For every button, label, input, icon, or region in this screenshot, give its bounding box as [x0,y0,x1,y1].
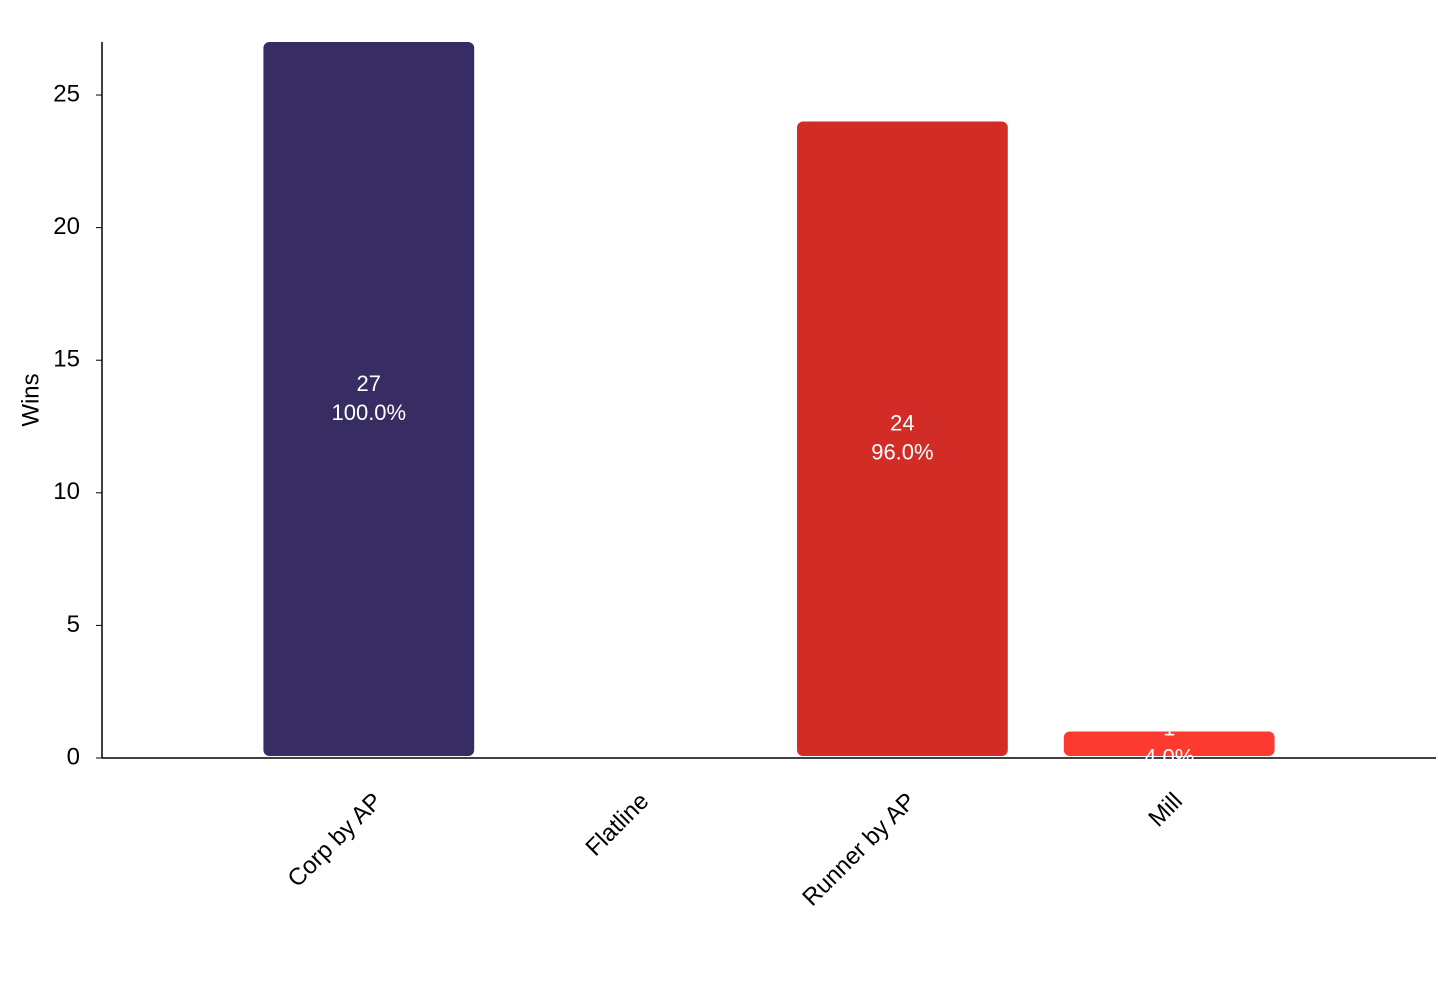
value-label: 27 [357,371,381,396]
x-tick-label: Runner by AP [797,788,921,912]
x-tick-label: Mill [1143,788,1188,833]
y-tick-label: 25 [53,80,80,107]
bar [263,42,475,756]
y-tick-label: 15 [53,346,80,373]
percent-label: 4.0% [1144,745,1194,770]
bar [797,121,1008,757]
percent-label: 100.0% [331,400,406,425]
x-tick-label: Corp by AP [283,788,388,893]
value-label: 1 [1163,716,1175,741]
value-label: 24 [890,411,914,436]
y-tick-label: 0 [67,743,80,770]
y-tick-label: 5 [67,611,80,638]
x-tick-label: Flatline [581,788,655,862]
y-tick-label: 10 [53,478,80,505]
bar [1063,731,1275,756]
y-axis-label: Wins [17,373,44,426]
y-tick-label: 20 [53,213,80,240]
percent-label: 96.0% [871,440,933,465]
